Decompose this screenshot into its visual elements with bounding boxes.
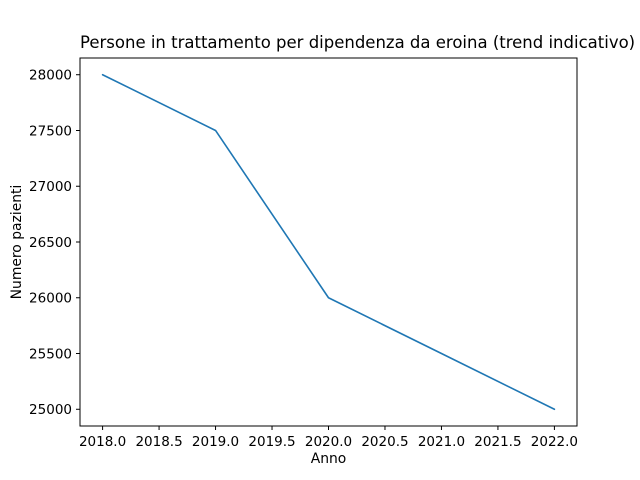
x-tick-label: 2019.0	[192, 434, 239, 450]
y-tick-label: 26500	[29, 235, 72, 251]
x-tick-label: 2021.0	[418, 434, 465, 450]
y-tick-label: 28000	[29, 68, 72, 84]
x-tick-label: 2018.5	[135, 434, 182, 450]
x-tick-label: 2020.5	[361, 434, 408, 450]
y-axis-label: Numero pazienti	[9, 184, 25, 300]
x-tick-label: 2021.5	[474, 434, 521, 450]
x-tick-label: 2020.0	[305, 434, 352, 450]
y-tick-label: 25500	[29, 346, 72, 362]
y-tick-label: 26000	[29, 291, 72, 307]
trend-line	[101, 73, 556, 411]
x-tick-label: 2018.0	[79, 434, 126, 450]
plot-frame	[79, 57, 578, 427]
chart-title: Persone in trattamento per dipendenza da…	[80, 33, 636, 52]
x-axis-label: Anno	[310, 451, 347, 467]
y-tick-label: 27000	[29, 179, 72, 195]
y-tick-label: 25000	[29, 402, 72, 418]
x-tick-label: 2019.5	[248, 434, 295, 450]
y-tick-label: 27500	[29, 123, 72, 139]
x-tick-label: 2022.0	[531, 434, 578, 450]
